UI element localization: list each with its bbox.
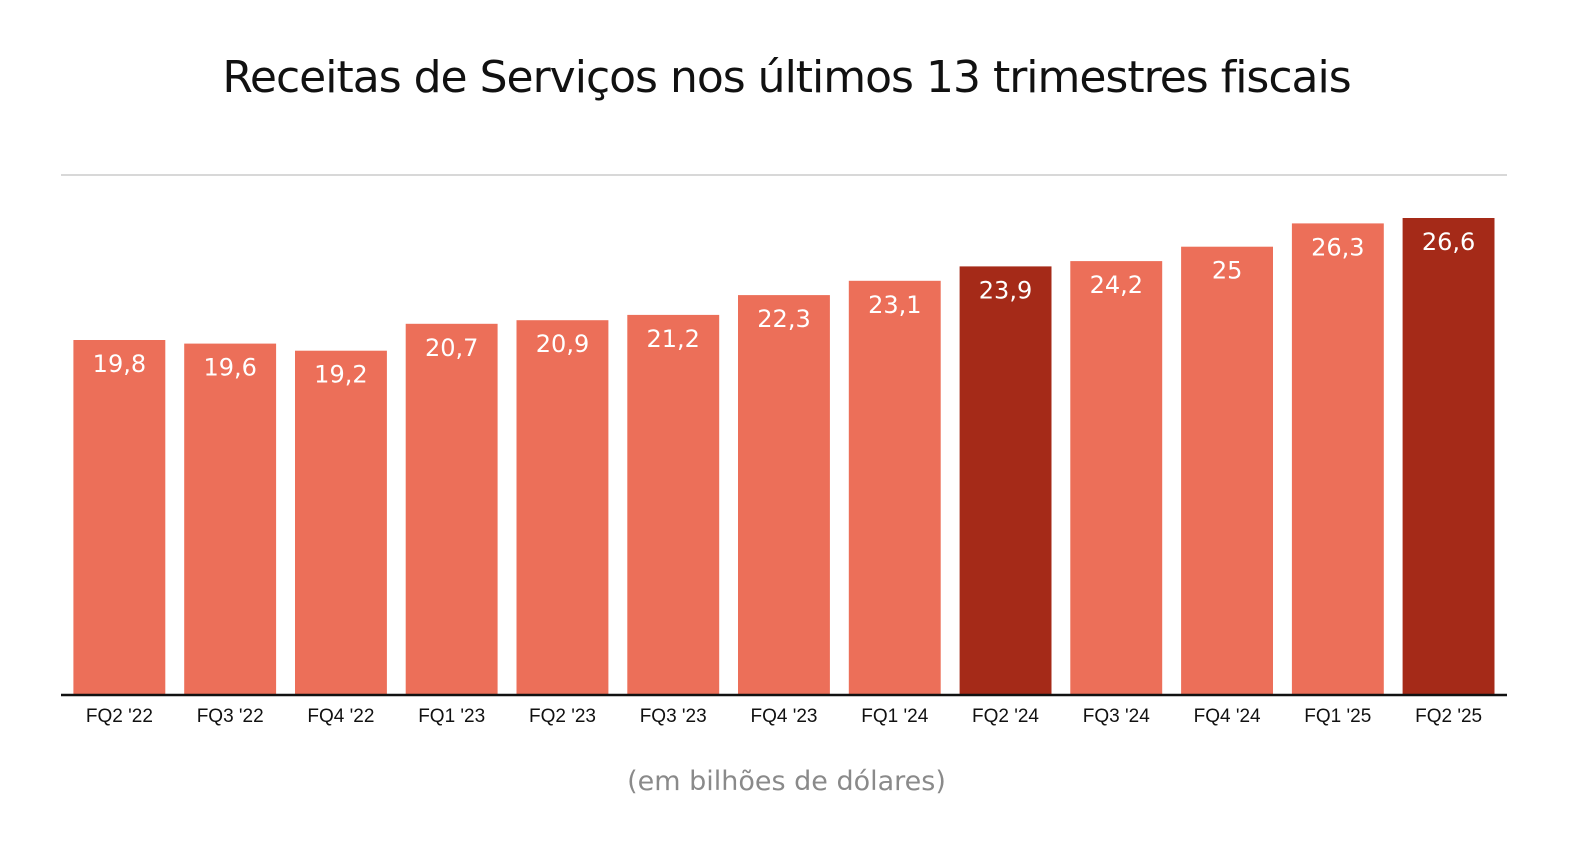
bar-8 — [959, 266, 1052, 695]
unit-note: (em bilhões de dólares) — [627, 766, 946, 797]
x-tick-label-0: FQ2 '22 — [86, 706, 153, 727]
x-tick-label-7: FQ1 '24 — [861, 706, 928, 727]
bars-group — [73, 218, 1495, 695]
x-tick-labels-group: FQ2 '22 FQ3 '22 FQ4 '22 FQ1 '23 FQ2 '23 FQ3 '… — [86, 706, 1482, 727]
bar-0 — [73, 340, 166, 695]
value-label-7: 23,1 — [868, 291, 921, 319]
value-label-5: 21,2 — [646, 325, 699, 353]
bar-12 — [1402, 218, 1495, 695]
bar-3 — [405, 323, 498, 695]
value-label-2: 19,2 — [314, 361, 367, 389]
x-tick-label-5: FQ3 '23 — [640, 706, 707, 727]
x-tick-label-4: FQ2 '23 — [529, 706, 596, 727]
value-labels-group: 19,8 19,6 19,2 20,7 20,9 21,2 22,3 23,1 23,9 24,2… — [93, 228, 1476, 389]
x-tick-label-12: FQ2 '25 — [1415, 706, 1482, 727]
x-tick-label-9: FQ3 '24 — [1083, 706, 1150, 727]
value-label-1: 19,6 — [203, 354, 256, 382]
x-tick-label-11: FQ1 '25 — [1304, 706, 1371, 727]
bar-7 — [848, 280, 941, 695]
bar-11 — [1291, 223, 1384, 695]
x-tick-label-3: FQ1 '23 — [418, 706, 485, 727]
bar-2 — [295, 350, 387, 695]
value-label-10: 25 — [1212, 257, 1243, 285]
value-label-8: 23,9 — [979, 276, 1032, 304]
x-tick-label-1: FQ3 '22 — [197, 706, 264, 727]
bar-4 — [516, 320, 609, 695]
value-label-9: 24,2 — [1090, 271, 1143, 299]
bar-10 — [1181, 246, 1273, 695]
bar-9 — [1070, 261, 1163, 695]
value-label-3: 20,7 — [425, 334, 478, 362]
x-tick-label-10: FQ4 '24 — [1194, 706, 1261, 727]
bar-5 — [627, 314, 720, 695]
value-label-12: 26,6 — [1422, 228, 1475, 256]
bar-6 — [738, 295, 830, 695]
x-tick-label-6: FQ4 '23 — [751, 706, 818, 727]
chart-title: Receitas de Serviços nos últimos 13 trim… — [222, 52, 1351, 103]
x-tick-label-8: FQ2 '24 — [972, 706, 1039, 727]
bar-1 — [184, 343, 277, 695]
value-label-4: 20,9 — [536, 330, 589, 358]
value-label-11: 26,3 — [1311, 233, 1364, 261]
x-tick-label-2: FQ4 '22 — [307, 706, 374, 727]
value-label-0: 19,8 — [93, 350, 146, 378]
value-label-6: 22,3 — [757, 305, 810, 333]
